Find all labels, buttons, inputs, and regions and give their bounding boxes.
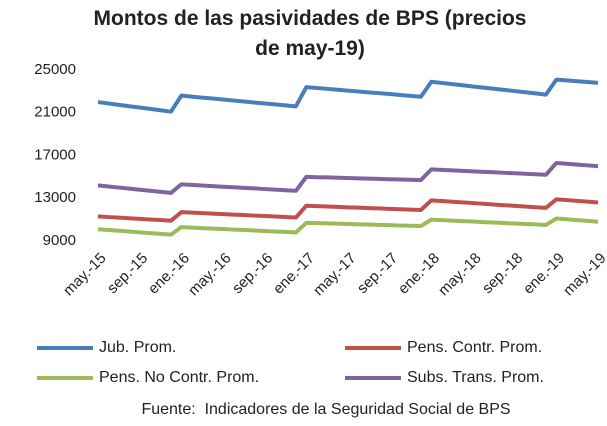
y-tick-label: 9000 xyxy=(43,232,76,249)
legend-label: Jub. Prom. xyxy=(99,339,176,356)
y-tick-label: 25000 xyxy=(34,61,76,78)
x-tick-label: ene.-16 xyxy=(145,250,193,298)
x-tick-label: ene.-19 xyxy=(520,250,568,298)
source-note: Fuente: Indicadores de la Seguridad Soci… xyxy=(141,401,510,418)
x-tick-label: may.-15 xyxy=(60,250,110,300)
x-tick-label: sep.-18 xyxy=(479,250,526,297)
x-tick-label: may.-17 xyxy=(310,250,360,300)
x-tick-label: ene.-18 xyxy=(395,250,443,298)
y-tick-label: 17000 xyxy=(34,146,76,163)
legend-label: Pens. Contr. Prom. xyxy=(407,339,542,356)
y-tick-label: 21000 xyxy=(34,104,76,121)
x-tick-label: sep.-17 xyxy=(354,250,401,297)
legend-label: Subs. Trans. Prom. xyxy=(407,369,544,386)
x-tick-label: sep.-15 xyxy=(104,250,151,297)
x-tick-label: ene.-17 xyxy=(270,250,318,298)
series-line xyxy=(97,160,599,195)
x-tick-label: may.-18 xyxy=(435,250,485,300)
legend-label: Pens. No Contr. Prom. xyxy=(99,369,259,386)
x-tick-label: sep.-16 xyxy=(229,250,276,297)
series-line xyxy=(97,216,599,237)
x-tick-label: may.-19 xyxy=(560,250,607,300)
series-line xyxy=(97,197,599,223)
series-line xyxy=(97,77,599,114)
chart-title: Montos de las pasividades de BPS (precio… xyxy=(93,7,527,60)
y-tick-label: 13000 xyxy=(34,189,76,206)
x-tick-label: may.-16 xyxy=(185,250,235,300)
